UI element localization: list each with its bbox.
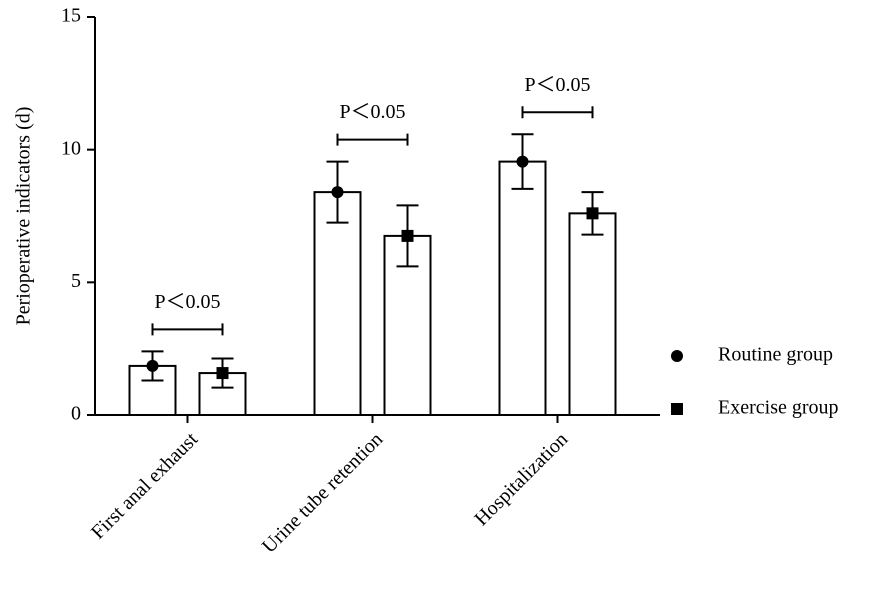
bar (568, 212, 617, 416)
marker (401, 229, 414, 242)
significance-bracket (151, 323, 224, 336)
x-tick-label: First anal exhaust (87, 428, 203, 544)
y-tick-label: 5 (71, 270, 81, 292)
annotation: P＜0.05 (154, 291, 220, 313)
y-tick-label: 10 (61, 137, 81, 159)
x-tick-label: Urine tube retention (258, 428, 387, 557)
marker (216, 367, 229, 380)
marker (671, 350, 683, 362)
significance-bracket (336, 133, 409, 146)
marker (331, 186, 344, 199)
legend-label: Routine group (718, 344, 833, 366)
significance-bracket (521, 106, 594, 119)
bar (498, 160, 547, 416)
marker (146, 359, 159, 372)
y-tick-label: 15 (61, 5, 81, 27)
legend-label: Exercise group (718, 397, 839, 419)
marker (671, 403, 683, 415)
bar (313, 191, 362, 416)
y-tick-label: 0 (71, 403, 81, 425)
marker (586, 207, 599, 220)
annotation: P＜0.05 (524, 74, 590, 96)
x-tick-label: Hospitalization (470, 428, 572, 530)
annotation: P＜0.05 (339, 101, 405, 123)
y-axis-label: Perioperative indicators (d) (13, 107, 35, 326)
marker (516, 155, 529, 168)
